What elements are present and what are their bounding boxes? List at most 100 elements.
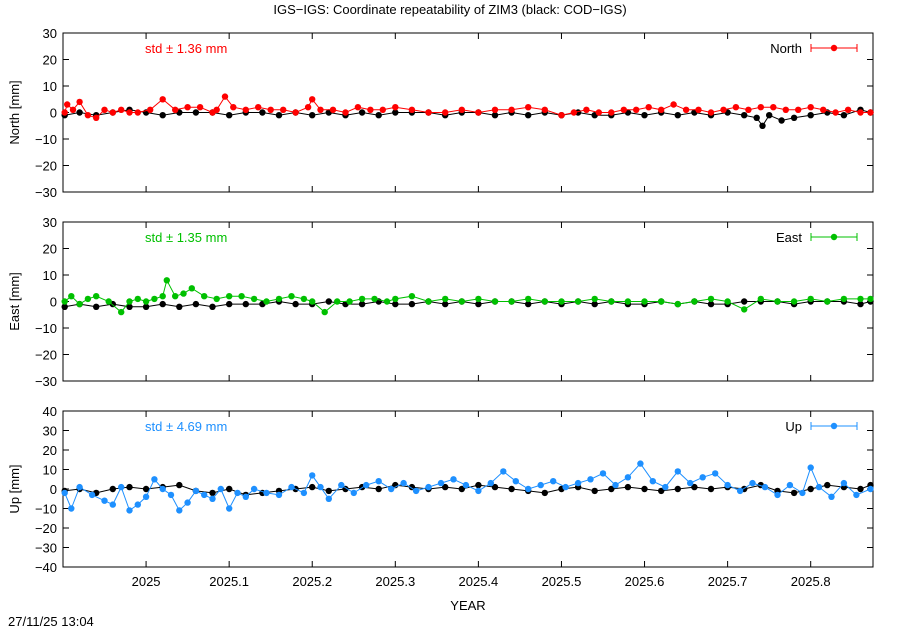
north-data-point	[844, 106, 852, 114]
east-panel: 30 20 10 0 −10 −20 −30 East [mm] std ± 1.35 mm Ea…	[7, 215, 874, 389]
north-data-point	[525, 104, 532, 111]
north-reference-point	[525, 112, 532, 119]
up-data-point	[101, 497, 108, 504]
north-data-point	[541, 106, 548, 114]
up-data-point	[226, 505, 233, 512]
north-reference-point	[76, 109, 83, 116]
north-data-point	[867, 109, 874, 116]
up-data-point	[76, 483, 83, 491]
east-data-point	[392, 295, 399, 303]
chart-title: IGS−IGS: Coordinate repeatability of ZIM…	[273, 2, 626, 17]
xtick-label: 2025.6	[625, 574, 665, 589]
east-data-point	[442, 295, 449, 303]
up-data-point	[350, 489, 357, 497]
east-data-point	[76, 300, 83, 308]
north-legend-label: North	[770, 41, 802, 56]
east-reference-point	[176, 303, 183, 310]
up-data-point	[612, 481, 619, 489]
east-reference-point	[226, 300, 233, 308]
up-data-point	[475, 487, 482, 495]
up-data-point	[853, 491, 860, 499]
north-data-point	[304, 104, 312, 111]
east-data-point	[126, 298, 133, 305]
east-data-point	[61, 298, 68, 305]
north-data-point	[255, 104, 262, 111]
up-data-point	[250, 485, 258, 493]
north-data-point	[570, 109, 578, 116]
up-data-point	[786, 481, 794, 489]
north-data-point	[658, 106, 665, 114]
up-data-point	[325, 495, 332, 502]
north-reference-point	[259, 109, 266, 116]
north-reference-point	[766, 112, 773, 119]
up-reference-point	[707, 485, 715, 493]
east-data-point	[691, 298, 698, 305]
up-data-point	[699, 474, 706, 481]
east-reference-point	[525, 300, 532, 308]
north-data-point	[101, 106, 108, 114]
east-data-point	[591, 295, 598, 303]
up-data-point	[525, 485, 532, 493]
east-ytick-label: −30	[35, 374, 57, 389]
north-panel: 30 20 10 0 −10 −20 −30 North [mm] std ± 1.36 mm N…	[7, 26, 874, 200]
xtick-label: 2025.3	[375, 574, 415, 589]
north-data-point	[159, 96, 166, 103]
north-data-point	[620, 106, 627, 114]
up-data-point	[512, 478, 519, 485]
north-ylabel: North [mm]	[7, 80, 22, 144]
north-ytick-label: 0	[50, 106, 57, 121]
up-data-point	[142, 493, 150, 500]
up-legend-marker	[830, 422, 838, 430]
up-ytick-label: −30	[35, 541, 57, 556]
north-data-point	[93, 114, 100, 122]
east-reference-point	[741, 298, 748, 305]
north-ytick-label: 10	[43, 79, 57, 94]
up-reference-point	[142, 485, 150, 493]
up-data-point	[761, 483, 769, 491]
east-reference-point	[292, 300, 299, 308]
up-ytick-label: 30	[43, 424, 57, 439]
north-data-point	[230, 104, 237, 111]
east-reference-point	[408, 300, 416, 308]
east-data-point	[558, 298, 565, 305]
north-reference-point	[375, 112, 382, 119]
up-reference-point	[857, 485, 864, 493]
up-data-point	[275, 491, 283, 499]
up-data-point	[500, 468, 507, 475]
up-reference-point	[641, 485, 648, 493]
north-ytick-label: −30	[35, 185, 57, 200]
north-legend-marker	[830, 44, 838, 52]
north-reference-point	[778, 117, 785, 124]
chart-panels: 30 20 10 0 −10 −20 −30 North [mm] std ± 1.36 mm N…	[7, 26, 874, 613]
east-data-point	[159, 293, 166, 300]
north-data-point	[213, 106, 220, 114]
up-data-point	[363, 481, 370, 489]
up-data-point	[462, 481, 470, 489]
north-data-point	[309, 96, 316, 103]
north-data-point	[109, 109, 117, 116]
up-data-point	[388, 485, 395, 493]
timestamp: 27/11/25 13:04	[8, 614, 94, 629]
east-data-point	[724, 298, 731, 305]
up-ytick-label: −40	[35, 560, 57, 575]
up-data-point	[599, 470, 607, 477]
up-data-point	[192, 487, 200, 495]
up-data-point	[288, 483, 295, 491]
north-data-point	[695, 106, 702, 114]
up-reference-point	[342, 485, 349, 493]
up-data-point	[867, 485, 874, 493]
north-data-point	[221, 93, 229, 100]
up-ytick-label: −10	[35, 502, 57, 517]
east-reference-point	[93, 303, 100, 310]
north-data-point	[392, 104, 399, 111]
north-data-point	[558, 112, 565, 119]
north-data-point	[707, 109, 715, 116]
xlabel: YEAR	[450, 598, 485, 613]
east-reference-point	[591, 300, 598, 308]
north-data-point	[745, 106, 752, 114]
up-data-point	[487, 479, 494, 487]
north-data-point	[292, 109, 299, 116]
east-data-point	[250, 295, 258, 303]
east-data-point	[288, 293, 295, 300]
up-data-point	[450, 476, 457, 483]
